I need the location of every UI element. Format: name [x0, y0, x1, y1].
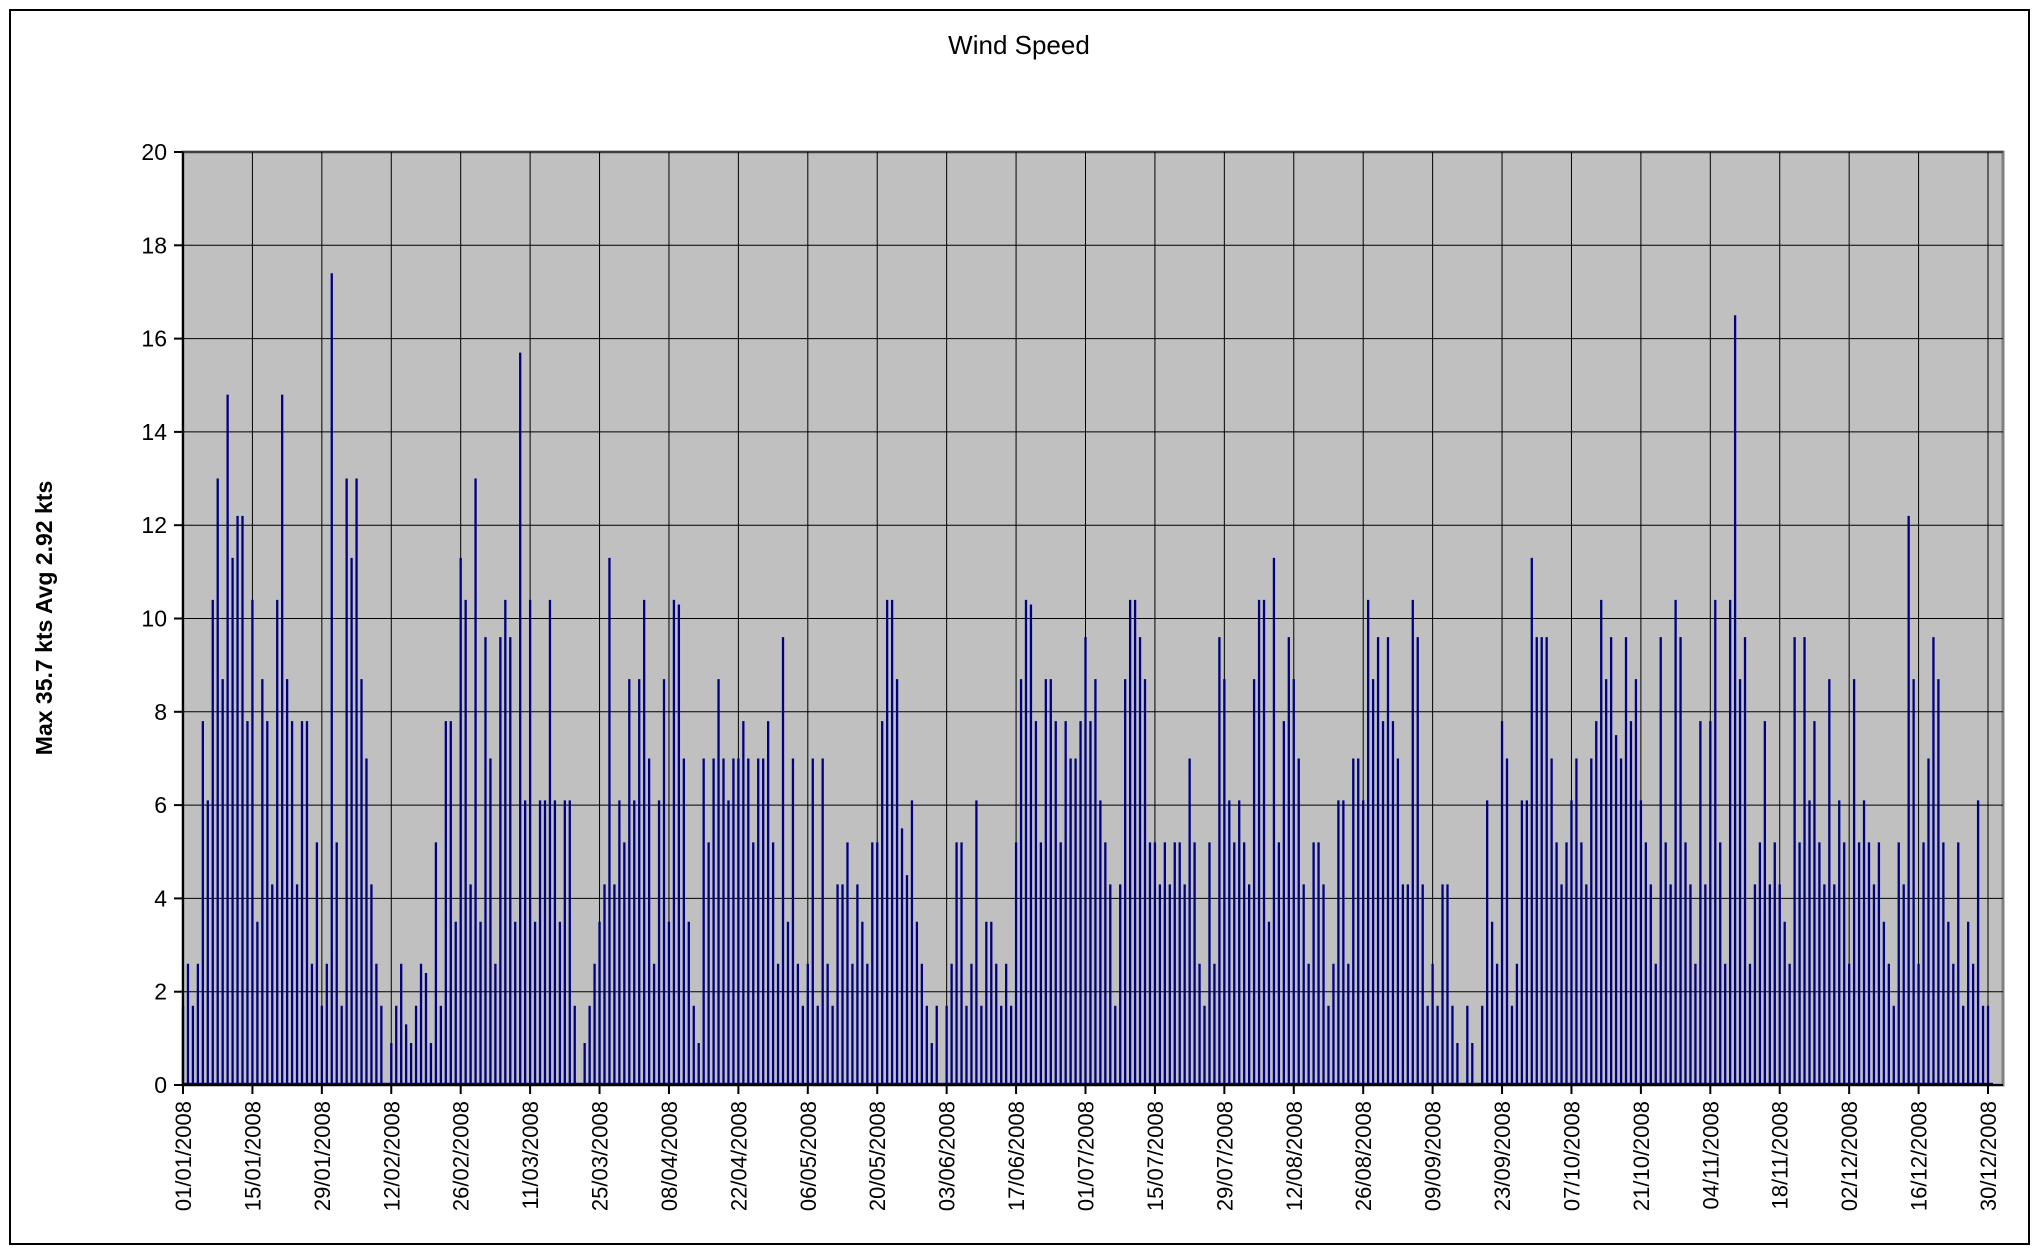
y-tick-label: 16 — [141, 326, 167, 352]
x-tick-label: 04/11/2008 — [1698, 1101, 1723, 1209]
x-tick-label: 08/04/2008 — [657, 1101, 682, 1211]
x-tick-label: 03/06/2008 — [935, 1101, 960, 1211]
x-tick-label: 26/08/2008 — [1351, 1101, 1376, 1211]
y-tick-label: 6 — [154, 792, 167, 818]
y-axis-label: Max 35.7 kts Avg 2.92 kts — [31, 481, 57, 755]
x-tick-label: 29/01/2008 — [310, 1101, 335, 1211]
y-tick-label: 14 — [141, 419, 167, 445]
x-tick-label: 09/09/2008 — [1421, 1101, 1446, 1211]
x-tick-label: 16/12/2008 — [1907, 1101, 1932, 1211]
axis-tick-labels: 0 2 4 6 8 10 12 14 16 18 20 01/01/2008 15/01/2008 29/… — [141, 139, 2001, 1211]
x-tick-label: 07/10/2008 — [1559, 1101, 1584, 1211]
x-tick-label: 15/01/2008 — [240, 1101, 265, 1211]
x-tick-label: 12/08/2008 — [1282, 1101, 1307, 1211]
x-tick-label: 30/12/2008 — [1976, 1101, 2001, 1211]
x-tick-label: 11/03/2008 — [518, 1101, 543, 1209]
y-tick-label: 2 — [154, 979, 167, 1005]
y-tick-label: 4 — [154, 885, 167, 911]
y-tick-label: 8 — [154, 699, 167, 725]
y-tick-label: 10 — [141, 606, 167, 632]
x-tick-label: 12/02/2008 — [379, 1101, 404, 1211]
x-tick-label: 22/04/2008 — [726, 1101, 751, 1211]
x-tick-label: 25/03/2008 — [588, 1101, 613, 1211]
x-tick-label: 15/07/2008 — [1143, 1101, 1168, 1211]
y-tick-label: 12 — [141, 512, 167, 538]
x-tick-label: 26/02/2008 — [449, 1101, 474, 1211]
x-tick-label: 18/11/2008 — [1768, 1101, 1793, 1209]
x-tick-label: 20/05/2008 — [865, 1101, 890, 1211]
x-tick-label: 01/01/2008 — [171, 1101, 196, 1211]
axes — [174, 151, 2003, 1094]
x-tick-label: 23/09/2008 — [1490, 1101, 1515, 1211]
x-tick-label: 06/05/2008 — [796, 1101, 821, 1211]
y-tick-label: 20 — [141, 139, 167, 165]
x-tick-label: 21/10/2008 — [1629, 1101, 1654, 1211]
chart-title: Wind Speed — [948, 30, 1090, 60]
x-tick-label: 29/07/2008 — [1212, 1101, 1237, 1211]
x-tick-label: 01/07/2008 — [1074, 1101, 1099, 1211]
y-tick-label: 0 — [154, 1072, 167, 1098]
y-tick-label: 18 — [141, 232, 167, 258]
x-tick-label: 02/12/2008 — [1837, 1101, 1862, 1211]
x-tick-label: 17/06/2008 — [1004, 1101, 1029, 1211]
